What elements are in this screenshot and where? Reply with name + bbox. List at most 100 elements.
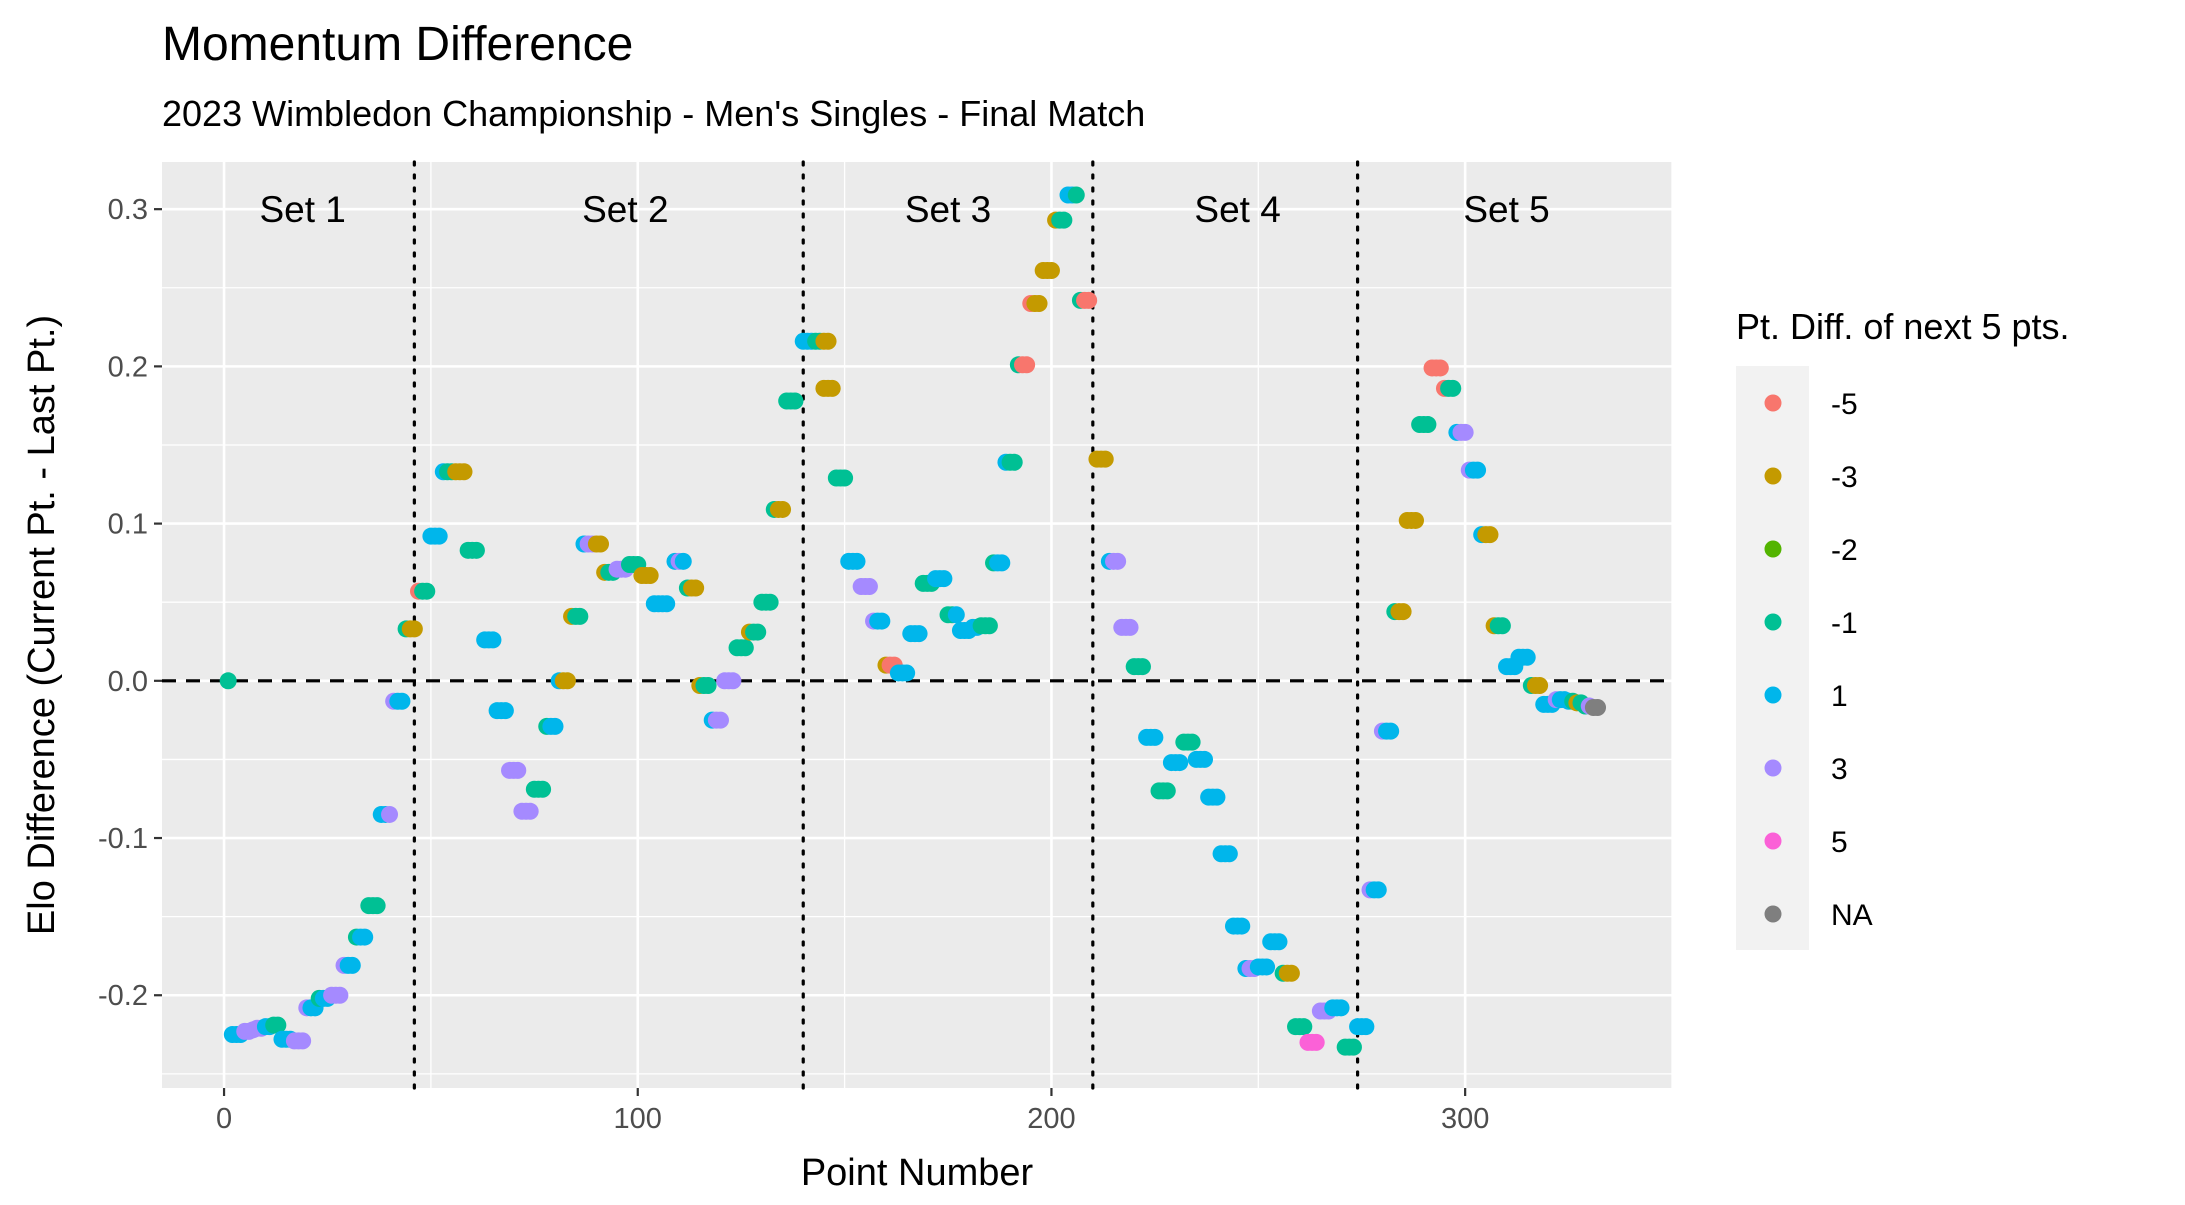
- y-tick-label: -0.1: [98, 823, 148, 855]
- x-axis-label: Point Number: [801, 1152, 1034, 1194]
- data-point: [761, 593, 779, 611]
- data-point: [993, 554, 1011, 572]
- data-point: [1146, 728, 1164, 746]
- data-point: [1158, 782, 1176, 800]
- data-point: [368, 897, 386, 915]
- data-point: [1282, 964, 1300, 982]
- data-point: [521, 802, 539, 820]
- legend: Pt. Diff. of next 5 pts. -5 -3 -2 -1 1 3 5 NA: [1736, 306, 2070, 950]
- data-point: [980, 617, 998, 635]
- data-point: [1109, 552, 1127, 570]
- data-point: [786, 392, 804, 410]
- data-point: [1456, 423, 1474, 441]
- data-point: [592, 535, 610, 553]
- data-point: [1133, 658, 1151, 676]
- data-point: [558, 672, 576, 690]
- data-point: [1080, 291, 1098, 309]
- data-point: [1444, 379, 1462, 397]
- data-point: [294, 1032, 312, 1050]
- data-point: [219, 672, 237, 690]
- data-point: [1431, 359, 1449, 377]
- data-point: [836, 469, 854, 487]
- data-point: [331, 986, 349, 1004]
- data-point: [711, 711, 729, 729]
- legend-swatch: [1764, 686, 1782, 704]
- data-point: [1518, 648, 1536, 666]
- data-point: [1270, 933, 1288, 951]
- data-point: [455, 463, 473, 481]
- data-point: [1531, 677, 1549, 695]
- data-point: [1196, 750, 1214, 768]
- data-point: [935, 570, 953, 588]
- set-labels: Set 1 Set 2 Set 3 Set 4 Set 5: [259, 189, 1549, 230]
- x-tick-label: 300: [1441, 1103, 1489, 1135]
- legend-label: -3: [1831, 461, 1858, 494]
- chart-subtitle: 2023 Wimbledon Championship - Men's Sing…: [162, 93, 1145, 134]
- data-point: [1067, 186, 1085, 204]
- legend-swatch: [1764, 832, 1782, 850]
- data-point: [1357, 1018, 1375, 1036]
- legend-key-background: [1736, 366, 1809, 950]
- data-point: [393, 692, 411, 710]
- x-tick-label: 200: [1027, 1103, 1075, 1135]
- data-point: [699, 677, 717, 695]
- data-point: [1407, 511, 1425, 529]
- data-point: [509, 761, 527, 779]
- y-axis-label: Elo Difference (Current Pt. - Last Pt.): [21, 315, 63, 935]
- data-point: [1096, 450, 1114, 468]
- legend-label: -5: [1831, 388, 1858, 421]
- y-tick-label: 0.0: [108, 666, 148, 698]
- data-point: [467, 541, 485, 559]
- set-label: Set 3: [905, 189, 991, 230]
- data-point: [496, 702, 514, 720]
- data-point: [1171, 754, 1189, 772]
- data-point: [1394, 603, 1412, 621]
- data-point: [687, 579, 705, 597]
- data-point: [1369, 881, 1387, 899]
- legend-swatch: [1764, 759, 1782, 777]
- data-point: [819, 332, 837, 350]
- legend-label: 1: [1831, 680, 1848, 713]
- legend-title: Pt. Diff. of next 5 pts.: [1736, 306, 2070, 347]
- data-point: [1589, 699, 1607, 717]
- data-point: [1295, 1018, 1313, 1036]
- data-point: [1055, 211, 1073, 229]
- legend-swatch: [1764, 905, 1782, 923]
- scatter-points: [219, 186, 1607, 1056]
- y-tick-label: 0.2: [108, 351, 148, 383]
- y-tick-label: -0.2: [98, 980, 148, 1012]
- set-label: Set 2: [582, 189, 668, 230]
- data-point: [430, 527, 448, 545]
- data-point: [1233, 917, 1251, 935]
- chart-title: Momentum Difference: [162, 18, 633, 71]
- data-point: [641, 566, 659, 584]
- data-point: [1493, 617, 1511, 635]
- data-point: [724, 672, 742, 690]
- data-point: [1469, 461, 1487, 479]
- data-point: [534, 780, 552, 798]
- data-point: [1183, 733, 1201, 751]
- set-label: Set 4: [1194, 189, 1280, 230]
- data-point: [947, 606, 965, 624]
- axis-ticks: 0 100 200 300 -0.2 -0.1 0.0 0.1 0.2 0.3: [98, 194, 1489, 1135]
- data-point: [571, 607, 589, 625]
- data-point: [1208, 788, 1226, 806]
- data-point: [1121, 618, 1139, 636]
- legend-swatch: [1764, 540, 1782, 558]
- legend-label: 3: [1831, 753, 1848, 786]
- legend-swatch: [1764, 613, 1782, 631]
- data-point: [898, 664, 916, 682]
- data-point: [484, 631, 502, 649]
- data-point: [269, 1016, 287, 1034]
- y-tick-label: 0.1: [108, 509, 148, 541]
- data-point: [1344, 1038, 1362, 1056]
- data-point: [1419, 416, 1437, 434]
- data-point: [1258, 958, 1276, 976]
- data-point: [658, 595, 676, 613]
- data-point: [910, 625, 928, 643]
- x-tick-label: 100: [614, 1103, 662, 1135]
- data-point: [546, 717, 564, 735]
- data-point: [343, 956, 361, 974]
- data-point: [1220, 845, 1238, 863]
